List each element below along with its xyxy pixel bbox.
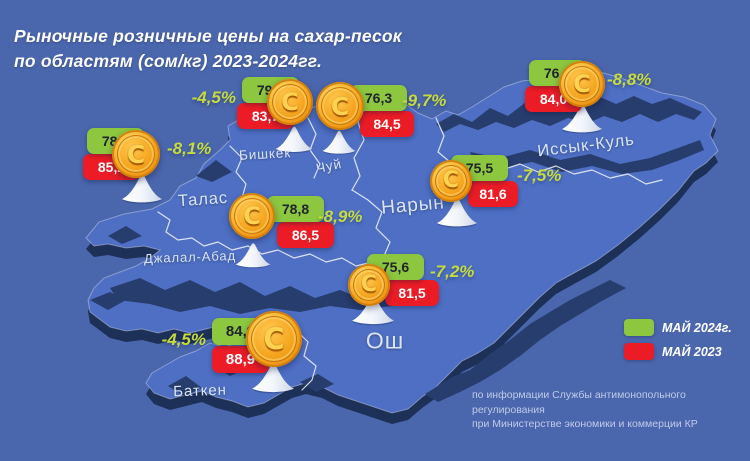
legend-swatch-2024 <box>624 319 654 336</box>
page-title: Рыночные розничные цены на сахар-песок п… <box>14 24 402 73</box>
sugar-pile-icon <box>322 130 356 155</box>
sugar-pile-icon <box>275 126 313 154</box>
sugar-pile-icon <box>235 243 271 269</box>
page-title-line2: по областям (сом/кг) 2023-2024гг. <box>14 50 323 71</box>
source-note-line1: по информации Службы антимонопольного ре… <box>472 389 686 416</box>
region-label-bishkek: Бишкек <box>238 145 292 163</box>
region-label-talas: Талас <box>177 188 229 211</box>
sugar-pile-icon <box>122 174 162 204</box>
page-title-line1: Рыночные розничные цены на сахар-песок <box>14 26 402 46</box>
sugar-pile-icon <box>562 104 602 134</box>
legend-swatch-2023 <box>624 343 654 360</box>
legend-label-2023: МАЙ 2023 <box>662 345 722 359</box>
sugar-pile-icon <box>437 198 477 228</box>
sugar-pile-icon <box>352 294 394 326</box>
region-label-jalal-abad: Джалал-Абад <box>143 247 237 267</box>
source-note-line2: при Министерстве экономики и коммерции К… <box>472 418 698 431</box>
sugar-pile-icon <box>252 362 294 394</box>
region-label-osh: Ош <box>365 327 405 354</box>
source-note: по информации Службы антимонопольного ре… <box>472 388 744 432</box>
region-label-batken: Баткен <box>172 381 228 401</box>
legend-label-2024: МАЙ 2024г. <box>662 321 732 335</box>
